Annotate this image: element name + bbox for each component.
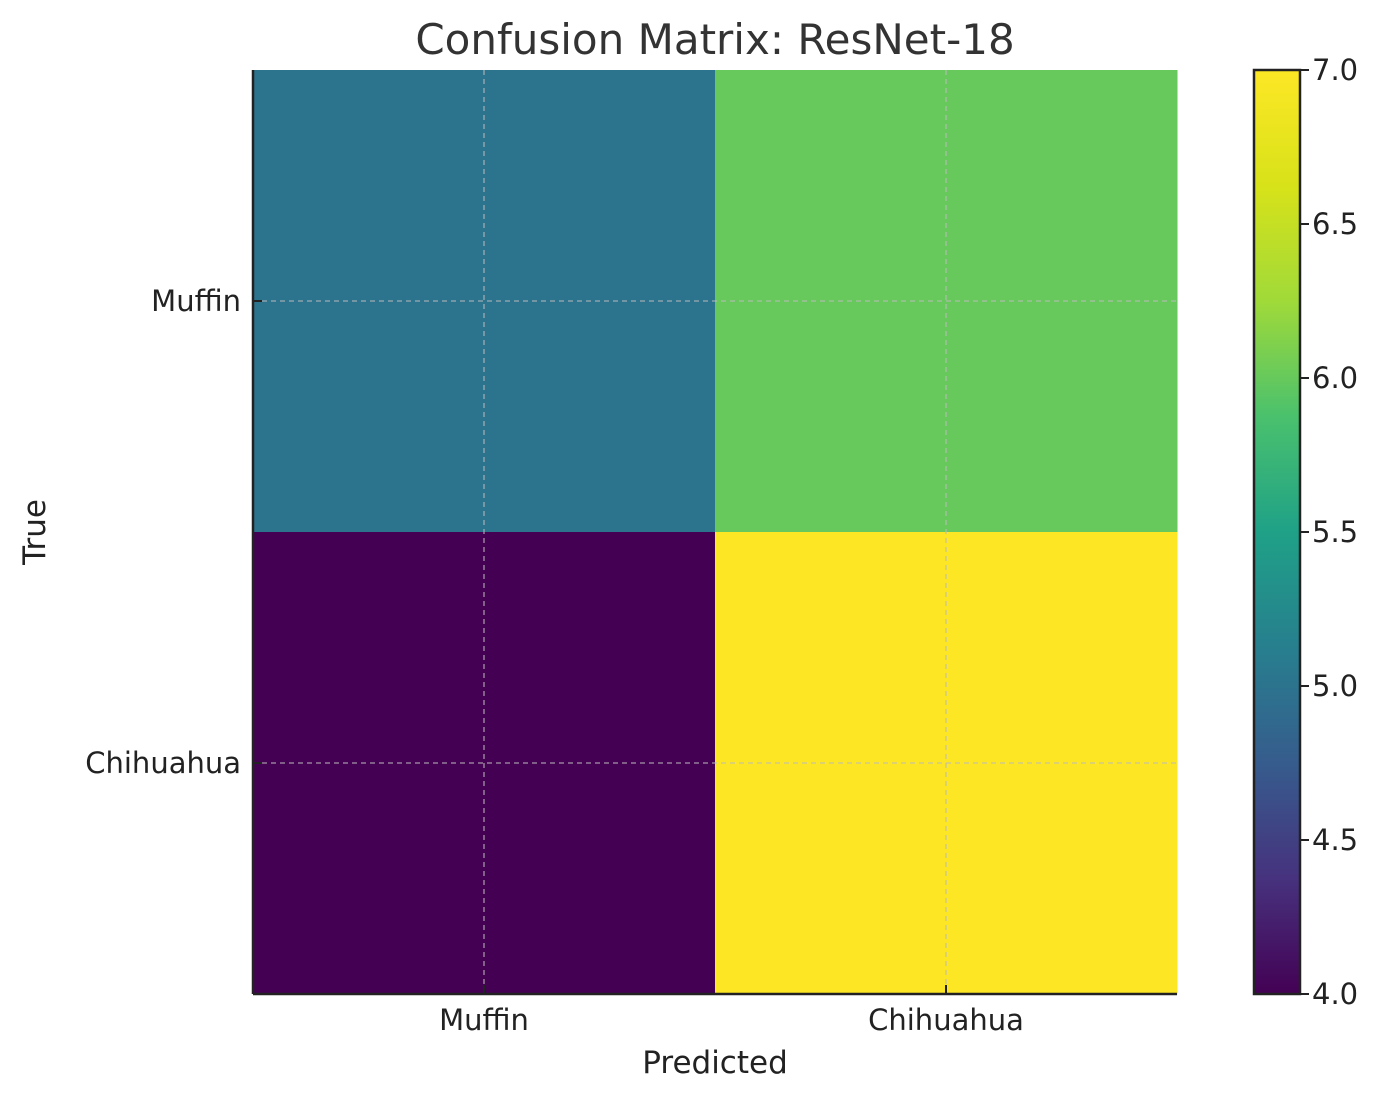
colorbar-tick-label: 4.0 xyxy=(1312,977,1358,1011)
heatmap-cell-0-0 xyxy=(253,70,716,533)
x-axis-label: Predicted xyxy=(642,1045,788,1081)
x-tick-label: Chihuahua xyxy=(868,1003,1024,1037)
y-tick-label: Muffin xyxy=(151,284,241,318)
colorbar-tick-label: 4.5 xyxy=(1312,823,1358,857)
colorbar-tick-label: 6.0 xyxy=(1312,361,1358,395)
colorbar-ticks: 4.0 4.5 5.0 5.5 6.0 6.5 7.0 xyxy=(1300,53,1358,1011)
x-tick-label: Muffin xyxy=(439,1003,529,1037)
y-tick-label: Chihuahua xyxy=(85,746,241,780)
colorbar-tick-label: 7.0 xyxy=(1312,53,1358,87)
colorbar-tick-label: 5.5 xyxy=(1312,515,1358,549)
x-axis-ticks: Muffin Chihuahua xyxy=(439,985,1024,1037)
grid-lines xyxy=(253,70,1177,994)
colorbar-tick-label: 5.0 xyxy=(1312,669,1358,703)
y-axis-ticks: Muffin Chihuahua xyxy=(85,284,262,780)
chart-title: Confusion Matrix: ResNet-18 xyxy=(415,15,1014,64)
colorbar-tick-label: 6.5 xyxy=(1312,207,1358,241)
colorbar xyxy=(1252,68,1302,996)
heatmap-cells xyxy=(253,70,1178,995)
y-axis-label: True xyxy=(17,499,53,566)
